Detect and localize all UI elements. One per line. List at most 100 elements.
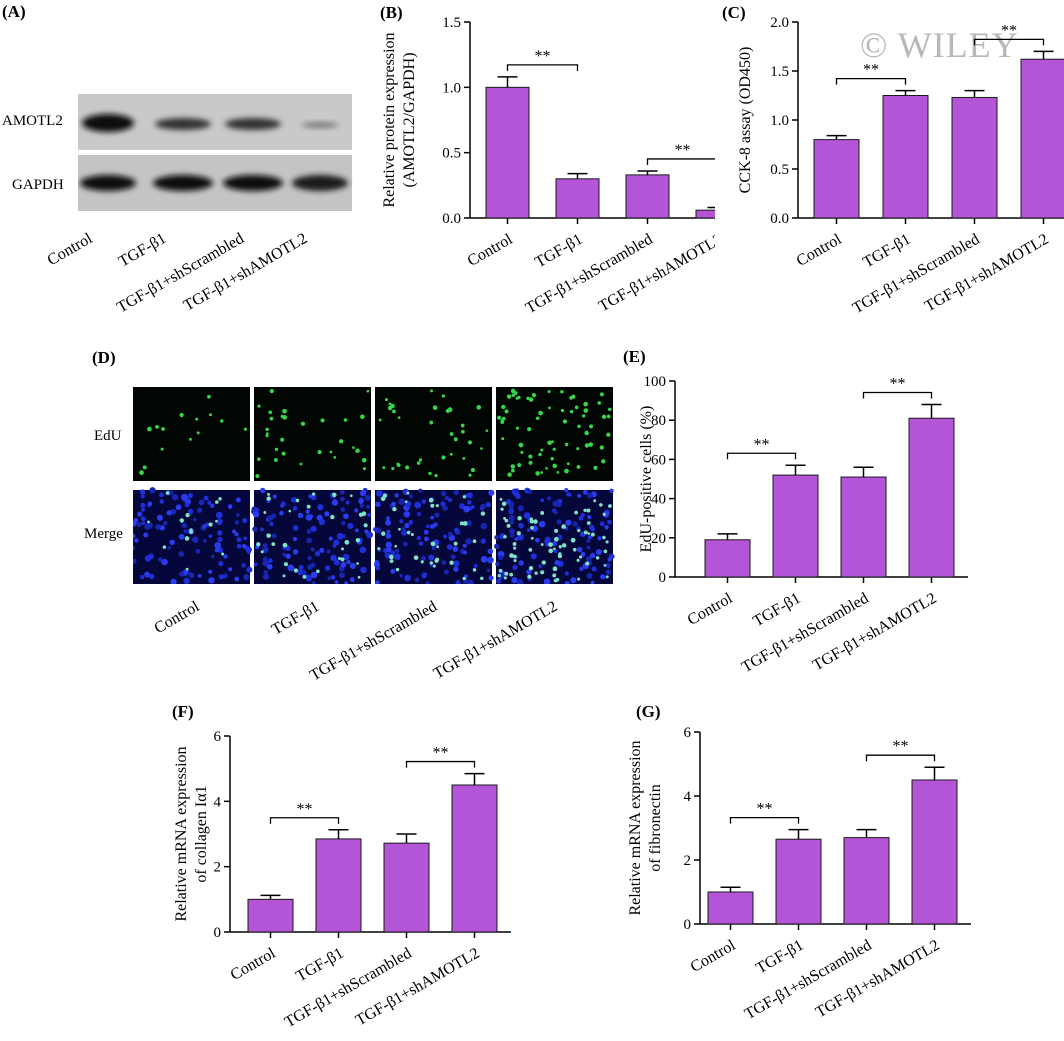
micro-col-label-tgf: TGF-β1 <box>269 598 323 639</box>
category-label: TGF-β1+shAMOTL2 <box>810 590 940 675</box>
significance-bracket <box>646 158 715 165</box>
y-tick-label: 6 <box>214 729 222 745</box>
y-tick-label: 1.0 <box>770 113 789 129</box>
western-blot-image <box>78 94 352 211</box>
category-label: TGF-β1 <box>532 231 585 272</box>
y-tick-label: 0 <box>214 925 222 941</box>
bar-4 <box>911 779 958 925</box>
bar-3 <box>625 174 670 219</box>
bar-4 <box>695 209 715 219</box>
y-tick-label: 20 <box>651 531 666 547</box>
significance-mark: ** <box>433 745 449 762</box>
y-tick-label: 100 <box>644 374 667 390</box>
bar-2 <box>315 838 362 933</box>
significance-bracket <box>835 77 907 85</box>
y-axis-label: of fibronectin <box>647 784 664 872</box>
y-tick-label: 2 <box>214 860 222 876</box>
y-axis-label: of collagen Iα1 <box>193 785 210 882</box>
bar-3 <box>383 842 430 933</box>
y-tick-label: 4 <box>214 794 222 810</box>
y-axis-label: Relative mRNA expression <box>173 746 190 921</box>
edu-tile <box>496 387 613 481</box>
blot-lane-label-control: Control <box>44 230 96 270</box>
significance-mark: ** <box>890 376 906 393</box>
band-label-gapdh: GAPDH <box>12 177 64 193</box>
bar-3 <box>840 476 887 578</box>
significance-mark: ** <box>863 62 879 79</box>
y-axis-label: CCK-8 assay (OD450) <box>737 47 754 194</box>
category-label: TGF-β1+shScrambled <box>739 590 872 676</box>
bar-1 <box>813 139 860 219</box>
merge-tile <box>133 487 253 584</box>
significance-mark: ** <box>757 801 773 818</box>
category-label: TGF-β1 <box>750 590 803 631</box>
bar-1 <box>707 891 754 925</box>
chart-c: (C) 0.0 0.5 1.0 1.5 2.0 CCK-8 assay (OD450) Con… <box>722 3 1064 317</box>
edu-tile <box>375 387 492 481</box>
bar-2 <box>772 474 819 578</box>
y-tick-label: 1.5 <box>442 15 461 31</box>
y-axis-label: EdU-positive cells (%) <box>638 406 655 553</box>
bar-3 <box>951 96 998 219</box>
bar-2 <box>775 838 822 925</box>
category-label: Control <box>685 589 736 628</box>
category-label: Control <box>794 230 845 269</box>
micro-col-label-shamotl2: TGF-β1+shAMOTL2 <box>430 598 561 683</box>
micro-col-label-control: Control <box>151 598 203 638</box>
category-label: Control <box>465 230 516 269</box>
panel-label-e: (E) <box>623 347 646 366</box>
category-label: TGF-β1+shAMOTL2 <box>596 231 715 316</box>
category-label: TGF-β1+shScrambled <box>850 231 983 317</box>
panel-label-c: (C) <box>722 3 746 22</box>
microscopy-grid <box>133 387 615 584</box>
significance-bracket <box>729 816 800 824</box>
band-label-amotl2: AMOTL2 <box>2 113 63 129</box>
y-tick-label: 0.5 <box>442 146 461 162</box>
category-label: TGF-β1+shScrambled <box>742 937 875 1023</box>
y-tick-label: 40 <box>651 492 666 508</box>
y-tick-label: 0.5 <box>770 162 789 178</box>
y-tick-label: 80 <box>651 413 666 429</box>
significance-bracket <box>726 452 797 460</box>
y-axis-label: Relative protein expression <box>381 32 398 207</box>
y-tick-label: 0 <box>684 917 692 933</box>
bar-1 <box>704 539 751 578</box>
y-axis-label: Relative mRNA expression <box>627 740 644 915</box>
significance-mark: ** <box>297 801 313 818</box>
chart-b: (B) 0.0 0.5 1.0 1.5 Relative protein expressi… <box>380 3 715 317</box>
significance-mark: ** <box>675 142 691 159</box>
bar-1 <box>247 898 294 933</box>
micro-row-label-merge: Merge <box>84 526 123 542</box>
bar-3 <box>843 837 890 925</box>
merge-tile <box>494 487 615 584</box>
bar-4 <box>1020 58 1064 219</box>
category-label: Control <box>228 944 279 983</box>
bar-1 <box>485 86 530 219</box>
y-tick-label: 60 <box>651 452 666 468</box>
category-label: TGF-β1+shAMOTL2 <box>813 937 943 1022</box>
y-tick-label: 0.0 <box>770 211 789 227</box>
category-label: TGF-β1 <box>293 945 346 986</box>
category-label: Control <box>688 936 739 975</box>
y-tick-label: 6 <box>684 725 692 741</box>
y-tick-label: 2 <box>684 853 692 869</box>
significance-bracket <box>865 754 936 762</box>
bar-2 <box>882 95 929 219</box>
panel-label-b: (B) <box>380 3 403 22</box>
y-tick-label: 4 <box>684 789 692 805</box>
edu-tile <box>133 387 250 481</box>
panel-label-g: (G) <box>636 702 661 721</box>
watermark: © WILEY <box>860 25 1019 65</box>
significance-mark: ** <box>893 738 909 755</box>
panel-label-d: (D) <box>92 348 116 367</box>
significance-mark: ** <box>1001 22 1017 39</box>
panel-label-a: (A) <box>2 2 26 21</box>
chart-e: (E) 0 20 40 60 80 100 EdU-positive cells (%) Con… <box>623 347 968 676</box>
chart-f: (F) 0 2 4 6 Relative mRNA expression of collag… <box>172 702 511 1031</box>
y-tick-label: 1.5 <box>770 64 789 80</box>
category-label: TGF-β1+shAMOTL2 <box>922 231 1052 316</box>
chart-g: (G) 0 2 4 6 Relative mRNA expression of fibron… <box>627 702 971 1023</box>
y-tick-label: 1.0 <box>442 80 461 96</box>
significance-mark: ** <box>754 436 770 453</box>
y-axis-label: (AMOTL2/GAPDH) <box>401 52 418 187</box>
